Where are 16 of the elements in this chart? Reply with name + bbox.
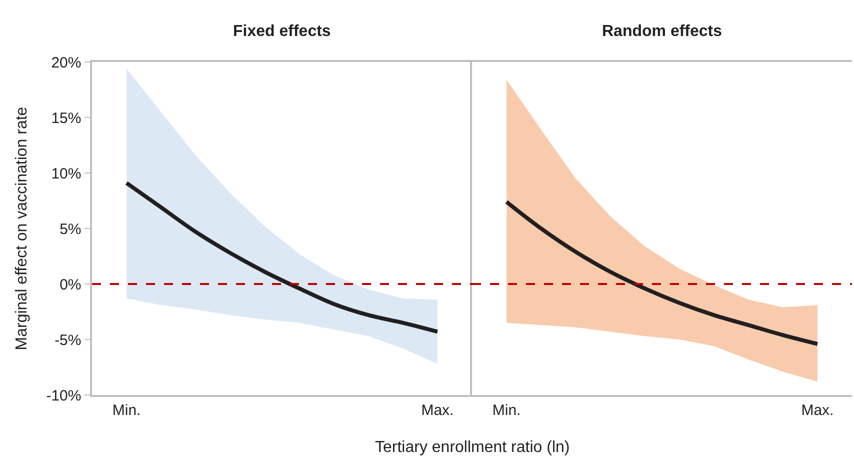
chart-title: Fixed effects [233, 23, 331, 40]
y-tick-label: 0% [60, 276, 82, 294]
x-tick-label: Min. [492, 402, 521, 419]
y-tick-label: -10% [46, 387, 82, 404]
y-tick-label: 10% [51, 165, 82, 182]
x-tick-label: Max. [801, 402, 834, 419]
x-tick-label: Min. [112, 402, 141, 419]
y-tick-label: 15% [51, 110, 82, 127]
y-tick-label: -5% [54, 332, 82, 349]
x-tick-label: Max. [421, 402, 454, 419]
y-tick-label: 5% [60, 220, 82, 238]
chart-title: Random effects [602, 23, 722, 40]
y-axis-title: Marginal effect on vaccination rate [14, 106, 31, 350]
line-series [124, 180, 440, 334]
y-tick-label: 20% [51, 54, 82, 72]
x-axis-title: Tertiary enrollment ratio (ln) [375, 439, 570, 456]
